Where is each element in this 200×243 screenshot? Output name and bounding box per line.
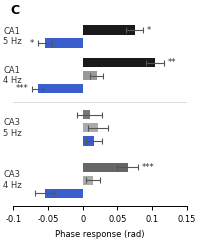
Text: C: C bbox=[10, 4, 19, 17]
Text: CA1
4 Hz: CA1 4 Hz bbox=[3, 66, 22, 85]
X-axis label: Phase response (rad): Phase response (rad) bbox=[55, 230, 145, 239]
Text: *: * bbox=[146, 26, 151, 35]
Bar bbox=[83, 58, 155, 67]
Bar bbox=[45, 38, 83, 48]
Bar bbox=[45, 189, 83, 198]
Text: **: ** bbox=[168, 58, 176, 67]
Text: CA3
5 Hz: CA3 5 Hz bbox=[3, 118, 22, 138]
Text: CA1
5 Hz: CA1 5 Hz bbox=[3, 27, 22, 46]
Text: ***: *** bbox=[142, 163, 154, 172]
Bar bbox=[83, 163, 128, 172]
Bar bbox=[83, 176, 93, 185]
Bar bbox=[83, 26, 135, 35]
Bar bbox=[83, 123, 98, 132]
Text: CA3
4 Hz: CA3 4 Hz bbox=[3, 170, 22, 190]
Bar bbox=[83, 136, 94, 146]
Bar bbox=[83, 110, 90, 119]
Text: ***: *** bbox=[16, 84, 29, 93]
Bar bbox=[83, 71, 97, 80]
Bar bbox=[38, 84, 83, 93]
Text: *: * bbox=[30, 39, 34, 48]
